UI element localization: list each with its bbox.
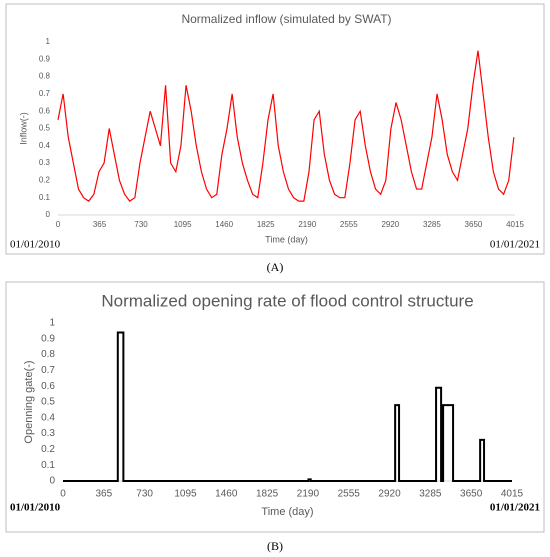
y-tick-label: 0.8 xyxy=(41,349,55,360)
start-date: 01/01/2010 xyxy=(10,502,61,514)
y-axis-label: Openning gate(-) xyxy=(23,360,35,443)
y-tick-label: 0.8 xyxy=(39,72,51,81)
y-tick-label: 0.6 xyxy=(41,381,55,392)
start-date: 01/01/2010 xyxy=(10,239,61,251)
x-tick-label: 365 xyxy=(95,489,112,500)
series-line xyxy=(63,331,512,482)
y-tick-label: 1 xyxy=(49,318,55,329)
x-tick-label: 2555 xyxy=(340,220,358,229)
x-tick-label: 3650 xyxy=(460,489,483,500)
y-tick-label: 0.5 xyxy=(39,124,51,133)
x-tick-label: 0 xyxy=(56,220,61,229)
x-tick-label: 4015 xyxy=(501,489,524,500)
x-tick-label: 730 xyxy=(134,220,148,229)
y-tick-label: 0.7 xyxy=(41,365,55,376)
x-tick-label: 1825 xyxy=(257,220,275,229)
x-tick-label: 2920 xyxy=(378,489,401,500)
x-tick-label: 4015 xyxy=(506,220,524,229)
y-tick-label: 0.9 xyxy=(39,54,51,63)
y-tick-label: 0.3 xyxy=(39,158,51,167)
y-tick-label: 0.3 xyxy=(41,428,55,439)
end-date: 01/01/2021 xyxy=(490,502,540,514)
y-tick-label: 0.9 xyxy=(41,333,55,344)
y-tick-label: 0.5 xyxy=(41,397,55,408)
panel-frame xyxy=(5,281,545,533)
series-line xyxy=(57,50,515,202)
x-tick-label: 2190 xyxy=(298,220,316,229)
x-tick-label: 1460 xyxy=(215,220,233,229)
y-axis-label: Inflow(-) xyxy=(18,112,28,145)
x-tick-label: 1825 xyxy=(256,489,279,500)
x-tick-label: 1095 xyxy=(174,220,192,229)
y-tick-label: 0 xyxy=(46,210,51,219)
x-tick-label: 3650 xyxy=(465,220,483,229)
panel-frame xyxy=(5,3,545,255)
x-tick-label: 3285 xyxy=(419,489,442,500)
x-tick-label: 2190 xyxy=(297,489,320,500)
y-tick-label: 0.4 xyxy=(41,412,55,423)
x-tick-label: 0 xyxy=(60,489,66,500)
y-tick-label: 1 xyxy=(46,37,51,46)
x-tick-label: 1460 xyxy=(215,489,238,500)
x-tick-label: 365 xyxy=(93,220,107,229)
x-axis-label: Time (day) xyxy=(261,506,313,518)
x-tick-label: 730 xyxy=(136,489,153,500)
chart-title: Normalized inflow (simulated by SWAT) xyxy=(181,12,391,26)
end-date: 01/01/2021 xyxy=(490,239,540,251)
x-tick-label: 3285 xyxy=(423,220,441,229)
x-tick-label: 2920 xyxy=(381,220,399,229)
y-tick-label: 0 xyxy=(49,476,55,487)
x-axis-label: Time (day) xyxy=(265,234,308,244)
panel-caption: (A) xyxy=(267,260,284,274)
y-tick-label: 0.2 xyxy=(41,444,55,455)
x-tick-label: 2555 xyxy=(338,489,361,500)
x-tick-label: 1095 xyxy=(174,489,197,500)
y-tick-label: 0.7 xyxy=(39,89,51,98)
chart-title: Normalized opening rate of flood control… xyxy=(101,291,473,310)
y-tick-label: 0.1 xyxy=(41,460,55,471)
y-tick-label: 0.1 xyxy=(39,193,51,202)
y-tick-label: 0.4 xyxy=(39,141,51,150)
y-tick-label: 0.6 xyxy=(39,106,51,115)
panel-caption: (B) xyxy=(267,539,283,553)
y-tick-label: 0.2 xyxy=(39,176,51,185)
